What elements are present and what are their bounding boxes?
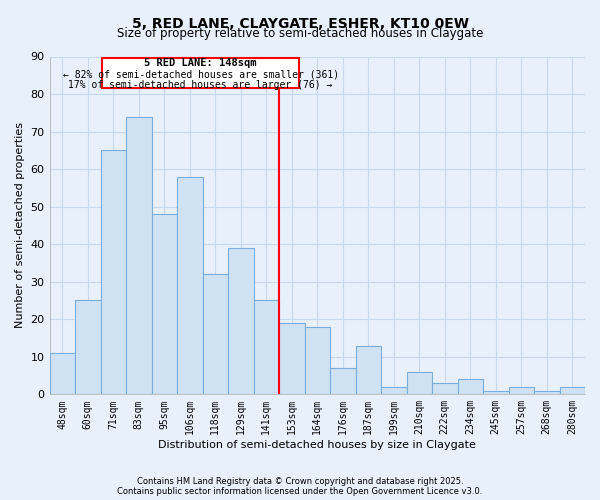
Bar: [126, 116, 152, 394]
Bar: [356, 346, 381, 395]
Bar: [101, 150, 126, 394]
FancyBboxPatch shape: [102, 58, 299, 88]
Text: 17% of semi-detached houses are larger (76) →: 17% of semi-detached houses are larger (…: [68, 80, 333, 90]
Bar: [330, 368, 356, 394]
Bar: [152, 214, 177, 394]
Text: Size of property relative to semi-detached houses in Claygate: Size of property relative to semi-detach…: [117, 28, 483, 40]
Y-axis label: Number of semi-detached properties: Number of semi-detached properties: [15, 122, 25, 328]
Bar: [305, 327, 330, 394]
Text: ← 82% of semi-detached houses are smaller (361): ← 82% of semi-detached houses are smalle…: [62, 70, 338, 80]
Bar: [483, 390, 509, 394]
Bar: [407, 372, 432, 394]
Bar: [50, 353, 75, 395]
Text: Contains public sector information licensed under the Open Government Licence v3: Contains public sector information licen…: [118, 486, 482, 496]
Bar: [228, 248, 254, 394]
Text: 5 RED LANE: 148sqm: 5 RED LANE: 148sqm: [145, 58, 257, 68]
Bar: [254, 300, 279, 394]
Bar: [432, 383, 458, 394]
Bar: [458, 380, 483, 394]
X-axis label: Distribution of semi-detached houses by size in Claygate: Distribution of semi-detached houses by …: [158, 440, 476, 450]
Bar: [203, 274, 228, 394]
Bar: [509, 387, 534, 394]
Text: 5, RED LANE, CLAYGATE, ESHER, KT10 0EW: 5, RED LANE, CLAYGATE, ESHER, KT10 0EW: [131, 18, 469, 32]
Bar: [177, 176, 203, 394]
Bar: [279, 323, 305, 394]
Bar: [560, 387, 585, 394]
Bar: [534, 390, 560, 394]
Bar: [75, 300, 101, 394]
Text: Contains HM Land Registry data © Crown copyright and database right 2025.: Contains HM Land Registry data © Crown c…: [137, 476, 463, 486]
Bar: [381, 387, 407, 394]
